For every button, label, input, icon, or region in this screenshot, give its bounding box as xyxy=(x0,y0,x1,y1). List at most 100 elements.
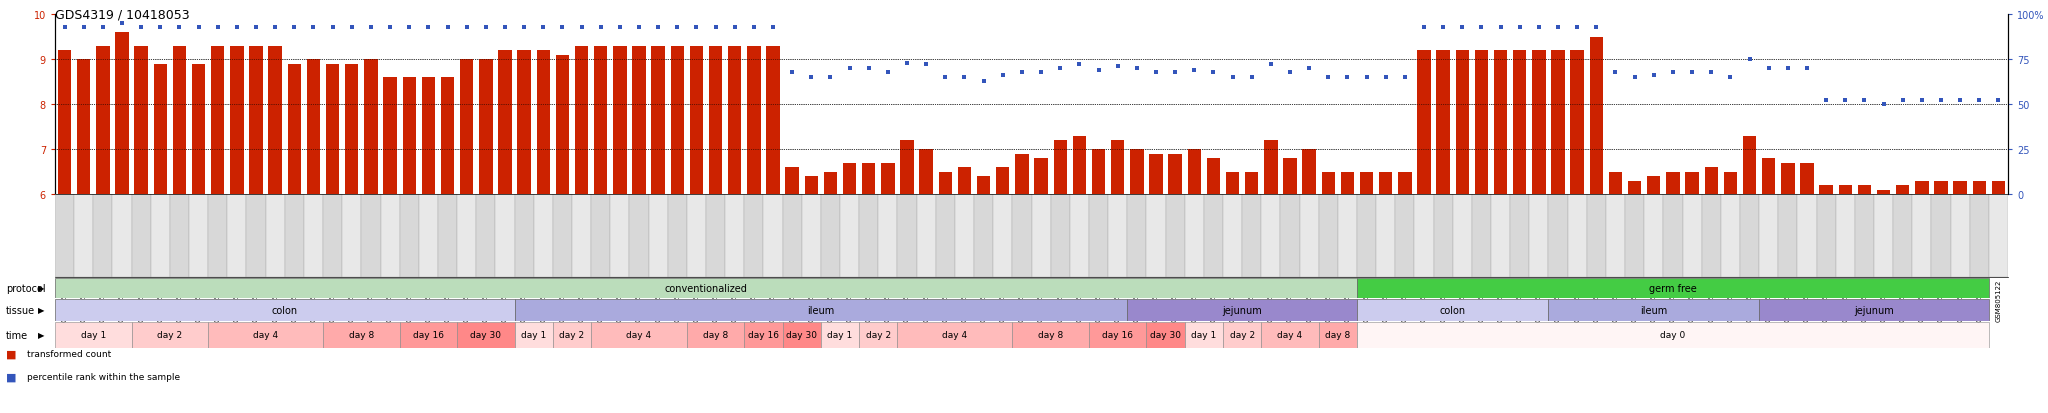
Bar xyxy=(1663,195,1683,277)
Bar xyxy=(1724,172,1737,195)
Bar xyxy=(879,195,897,277)
Bar xyxy=(1720,195,1741,277)
Point xyxy=(1829,98,1862,104)
Bar xyxy=(1073,136,1085,195)
Bar xyxy=(1606,195,1624,277)
Point xyxy=(49,24,82,31)
Bar xyxy=(1169,154,1182,195)
Point xyxy=(1485,24,1518,31)
Bar xyxy=(170,195,188,277)
Point xyxy=(1638,73,1671,79)
Bar xyxy=(1624,195,1645,277)
Point xyxy=(221,24,254,31)
Bar xyxy=(1778,195,1798,277)
Text: ileum: ileum xyxy=(1640,305,1667,315)
Point xyxy=(909,62,942,69)
Bar xyxy=(686,195,707,277)
Point xyxy=(489,24,522,31)
Bar xyxy=(209,195,227,277)
Bar xyxy=(1989,195,2007,277)
Bar xyxy=(1184,195,1204,277)
Point xyxy=(1618,74,1651,81)
Point xyxy=(1925,98,1958,104)
Bar xyxy=(381,195,399,277)
Bar xyxy=(1993,181,2005,195)
Point xyxy=(584,24,616,31)
Point xyxy=(1313,74,1346,81)
Text: colon: colon xyxy=(272,305,297,315)
Bar xyxy=(496,195,514,277)
Bar xyxy=(844,163,856,195)
Point xyxy=(852,66,885,72)
Point xyxy=(164,24,197,31)
Bar xyxy=(1223,195,1243,277)
Bar xyxy=(1610,172,1622,195)
Bar xyxy=(1069,195,1090,277)
Bar xyxy=(287,64,301,195)
Bar xyxy=(324,322,399,348)
Bar xyxy=(477,195,496,277)
Bar xyxy=(1149,154,1163,195)
Point xyxy=(1696,69,1729,76)
Bar xyxy=(764,195,782,277)
Bar xyxy=(1513,51,1526,195)
Bar xyxy=(1892,195,1913,277)
Point xyxy=(1006,69,1038,76)
Point xyxy=(641,24,674,31)
Point xyxy=(1139,69,1171,76)
Bar xyxy=(1532,51,1546,195)
Text: day 1: day 1 xyxy=(827,331,852,339)
Bar xyxy=(612,46,627,195)
Point xyxy=(469,24,502,31)
Bar xyxy=(1130,150,1143,195)
Bar xyxy=(326,64,340,195)
Bar xyxy=(918,195,936,277)
Text: day 2: day 2 xyxy=(866,331,891,339)
Bar xyxy=(881,163,895,195)
Text: transformed count: transformed count xyxy=(27,350,111,358)
Bar xyxy=(268,46,283,195)
Text: day 16: day 16 xyxy=(748,331,778,339)
Text: day 1: day 1 xyxy=(520,331,547,339)
Bar xyxy=(154,64,168,195)
Bar xyxy=(1012,322,1090,348)
Point xyxy=(1274,69,1307,76)
Bar xyxy=(1378,172,1393,195)
Bar xyxy=(1548,195,1567,277)
Point xyxy=(1407,24,1440,31)
Bar xyxy=(1473,195,1491,277)
Bar xyxy=(555,55,569,195)
Bar xyxy=(1436,51,1450,195)
Text: day 2: day 2 xyxy=(559,331,584,339)
Bar xyxy=(537,51,551,195)
Point xyxy=(106,21,139,27)
Bar xyxy=(55,195,74,277)
Point xyxy=(1081,67,1114,74)
Bar xyxy=(514,299,1126,321)
Point xyxy=(756,24,788,31)
Bar xyxy=(422,78,434,195)
Point xyxy=(1217,74,1249,81)
Bar xyxy=(250,46,262,195)
Bar xyxy=(246,195,266,277)
Bar xyxy=(821,322,860,348)
Point xyxy=(336,24,369,31)
Bar xyxy=(1262,195,1280,277)
Text: ileum: ileum xyxy=(807,305,834,315)
Point xyxy=(354,24,387,31)
Bar xyxy=(766,46,780,195)
Point xyxy=(1024,69,1057,76)
Bar xyxy=(1337,195,1358,277)
Text: ▶: ▶ xyxy=(39,306,45,315)
Bar xyxy=(1434,195,1452,277)
Point xyxy=(1102,64,1135,70)
Point xyxy=(948,74,981,81)
Point xyxy=(1255,62,1288,69)
Point xyxy=(1196,69,1229,76)
Bar xyxy=(743,195,764,277)
Bar xyxy=(1090,322,1147,348)
Bar xyxy=(1415,195,1434,277)
Bar xyxy=(440,78,455,195)
Bar xyxy=(457,195,477,277)
Bar xyxy=(55,299,514,321)
